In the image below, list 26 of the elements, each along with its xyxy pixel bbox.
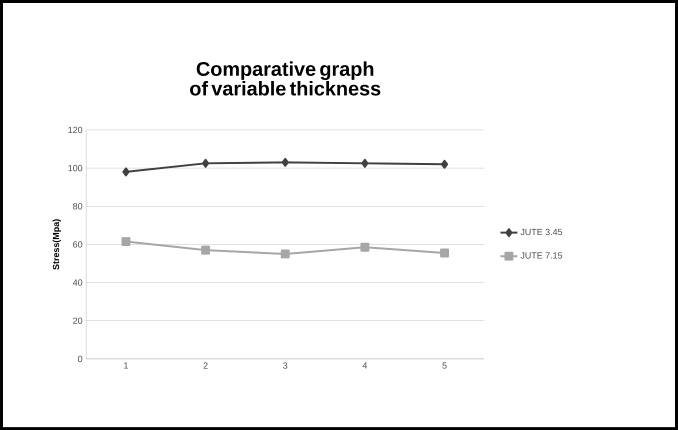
point — [361, 158, 368, 168]
x-tick-label: 5 — [442, 362, 447, 369]
x-tick-label: 1 — [124, 362, 128, 369]
point — [201, 246, 210, 255]
y-tick-label: 20 — [73, 318, 82, 324]
point — [282, 158, 289, 167]
point — [360, 242, 370, 252]
x-tick-label: 3 — [283, 362, 288, 369]
point — [440, 248, 449, 258]
y-tick-label: 40 — [72, 279, 82, 286]
point — [280, 249, 290, 258]
y-tick-label: 120 — [68, 126, 82, 134]
point — [121, 237, 130, 246]
legend-label: JUTE 7.15 — [520, 252, 562, 259]
y-axis-title: Stress(Mpa) — [52, 219, 61, 270]
x-tick-label: 2 — [204, 362, 208, 369]
y-tick-label: 0 — [78, 356, 82, 362]
y-tick-label: 60 — [73, 241, 82, 248]
y-tick-label: 80 — [73, 203, 82, 210]
y-tick-label: 100 — [68, 164, 82, 172]
chart-title: Comparative graph of variable thickness — [190, 61, 380, 96]
point — [122, 167, 130, 176]
point — [440, 160, 448, 169]
point — [202, 158, 210, 168]
legend-label: JUTE 3.45 — [520, 228, 562, 236]
x-tick-label: 4 — [362, 362, 368, 369]
